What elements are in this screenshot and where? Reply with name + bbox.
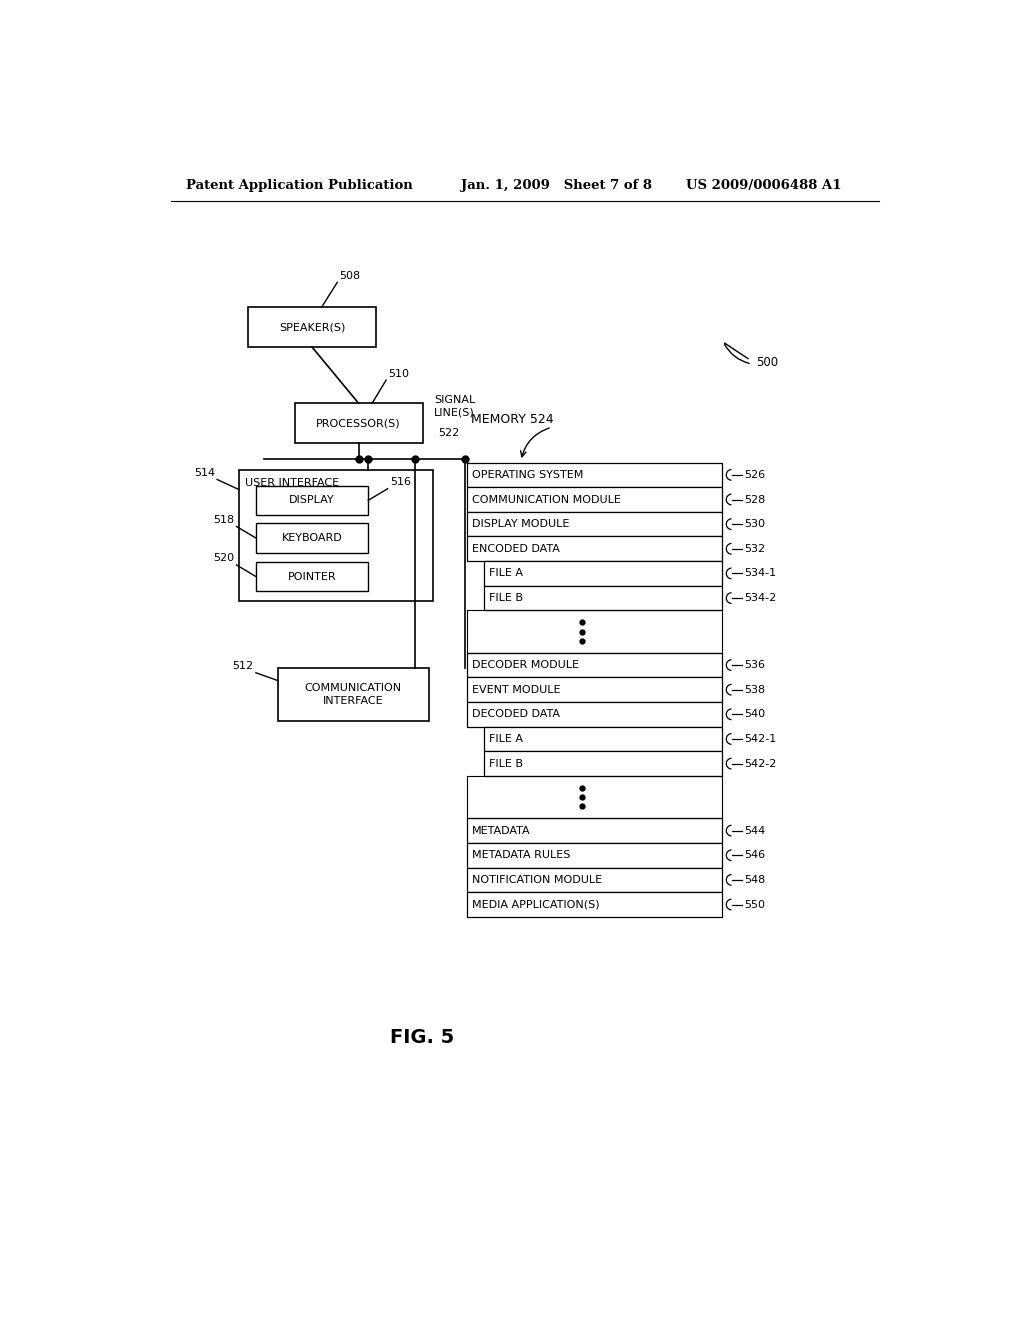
Text: 518: 518 (213, 515, 234, 525)
Text: FILE A: FILE A (489, 734, 523, 744)
Text: 508: 508 (340, 271, 360, 281)
Bar (483, 726, 722, 751)
Text: 512: 512 (232, 661, 254, 671)
Text: Jan. 1, 2009   Sheet 7 of 8: Jan. 1, 2009 Sheet 7 of 8 (461, 178, 652, 191)
Text: 536: 536 (744, 660, 765, 671)
Text: 514: 514 (195, 469, 216, 478)
Text: SPEAKER(S): SPEAKER(S) (279, 322, 345, 333)
Text: MEMORY 524: MEMORY 524 (471, 413, 553, 425)
Text: 540: 540 (744, 709, 765, 719)
Bar (467, 867, 722, 892)
Bar (467, 487, 722, 512)
Text: DISPLAY: DISPLAY (289, 495, 335, 506)
Bar (278, 668, 429, 721)
Text: COMMUNICATION MODULE: COMMUNICATION MODULE (472, 495, 621, 504)
Bar (483, 586, 722, 610)
Bar (483, 561, 722, 586)
Text: FIG. 5: FIG. 5 (390, 1028, 455, 1047)
Bar (467, 677, 722, 702)
Bar (467, 818, 722, 843)
Text: 510: 510 (388, 368, 410, 379)
Text: 532: 532 (744, 544, 765, 554)
Text: 542-1: 542-1 (744, 734, 776, 744)
Text: 544: 544 (744, 825, 765, 836)
Text: 516: 516 (390, 478, 411, 487)
Text: SIGNAL
LINE(S): SIGNAL LINE(S) (434, 395, 475, 417)
Text: METADATA: METADATA (472, 825, 530, 836)
Text: 550: 550 (744, 899, 765, 909)
Bar (239, 470, 432, 601)
Text: NOTIFICATION MODULE: NOTIFICATION MODULE (472, 875, 602, 884)
Text: 546: 546 (744, 850, 765, 861)
Bar (467, 536, 722, 561)
Text: KEYBOARD: KEYBOARD (282, 533, 342, 543)
Text: DISPLAY MODULE: DISPLAY MODULE (472, 519, 569, 529)
Text: MEDIA APPLICATION(S): MEDIA APPLICATION(S) (472, 899, 600, 909)
Text: EVENT MODULE: EVENT MODULE (472, 685, 560, 694)
Text: 530: 530 (744, 519, 765, 529)
Text: ENCODED DATA: ENCODED DATA (472, 544, 560, 554)
Text: 520: 520 (213, 553, 234, 564)
Text: 548: 548 (744, 875, 765, 884)
Bar (467, 512, 722, 536)
Text: US 2009/0006488 A1: US 2009/0006488 A1 (686, 178, 842, 191)
Text: DECODER MODULE: DECODER MODULE (472, 660, 580, 671)
Text: 522: 522 (438, 428, 459, 438)
Bar (256, 562, 369, 591)
Bar (467, 653, 722, 677)
Text: FILE B: FILE B (489, 593, 523, 603)
Text: Patent Application Publication: Patent Application Publication (186, 178, 413, 191)
Text: FILE A: FILE A (489, 569, 523, 578)
Text: 534-2: 534-2 (744, 593, 776, 603)
Bar (256, 524, 369, 553)
Text: 526: 526 (744, 470, 765, 480)
Bar (467, 702, 722, 726)
Text: FILE B: FILE B (489, 759, 523, 768)
Text: METADATA RULES: METADATA RULES (472, 850, 570, 861)
Bar (467, 892, 722, 917)
Text: 538: 538 (744, 685, 765, 694)
Text: OPERATING SYSTEM: OPERATING SYSTEM (472, 470, 584, 480)
Text: COMMUNICATION
INTERFACE: COMMUNICATION INTERFACE (304, 682, 401, 706)
Bar (248, 308, 376, 347)
Text: 500: 500 (756, 356, 778, 370)
Bar (256, 486, 369, 515)
Text: 534-1: 534-1 (744, 569, 776, 578)
Bar (467, 843, 722, 867)
Text: 542-2: 542-2 (744, 759, 776, 768)
Text: POINTER: POINTER (288, 572, 336, 582)
Bar (483, 751, 722, 776)
Text: DECODED DATA: DECODED DATA (472, 709, 560, 719)
Text: 528: 528 (744, 495, 765, 504)
Bar (295, 404, 423, 444)
Bar (467, 462, 722, 487)
Text: PROCESSOR(S): PROCESSOR(S) (316, 418, 400, 428)
Text: USER INTERFACE: USER INTERFACE (245, 478, 339, 488)
